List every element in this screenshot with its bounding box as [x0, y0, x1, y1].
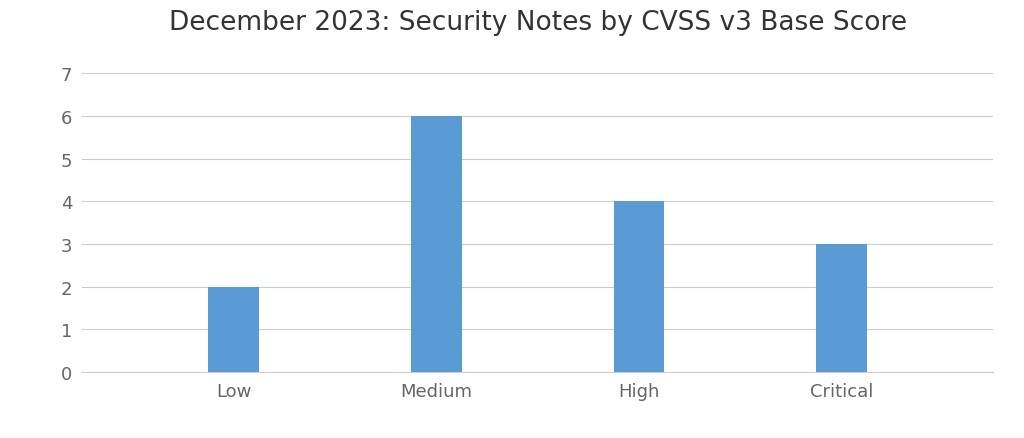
Bar [209, 287, 259, 372]
Bar [816, 244, 866, 372]
Bar [411, 117, 462, 372]
Bar [613, 202, 665, 372]
Title: December 2023: Security Notes by CVSS v3 Base Score: December 2023: Security Notes by CVSS v3… [169, 11, 906, 36]
